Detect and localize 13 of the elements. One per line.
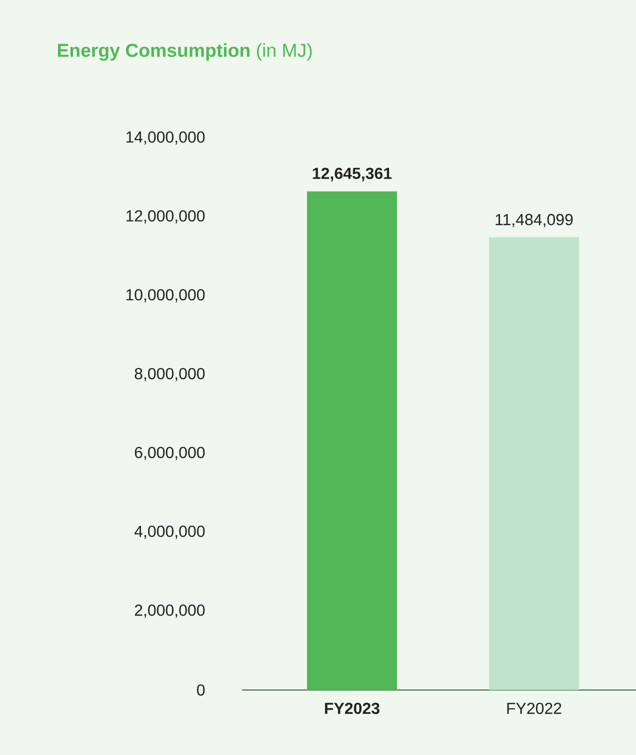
- y-tick-label: 0: [197, 684, 205, 696]
- y-tick-label: 8,000,000: [134, 368, 205, 382]
- chart-title: Energy Comsumption (in MJ): [58, 43, 312, 61]
- y-tick-label: 2,000,000: [134, 604, 205, 618]
- x-tick-label: FY2023: [325, 702, 380, 714]
- x-tick-label: FY2022: [507, 702, 562, 714]
- data-label: 12,645,361: [312, 168, 392, 182]
- y-tick-label: 12,000,000: [126, 210, 205, 224]
- y-tick-label: 6,000,000: [134, 446, 205, 460]
- y-tick-label: 4,000,000: [134, 526, 205, 539]
- y-tick-label: 10,000,000: [126, 289, 205, 302]
- data-label: 11,484,099: [496, 214, 573, 228]
- y-tick-label: 14,000,000: [126, 131, 205, 145]
